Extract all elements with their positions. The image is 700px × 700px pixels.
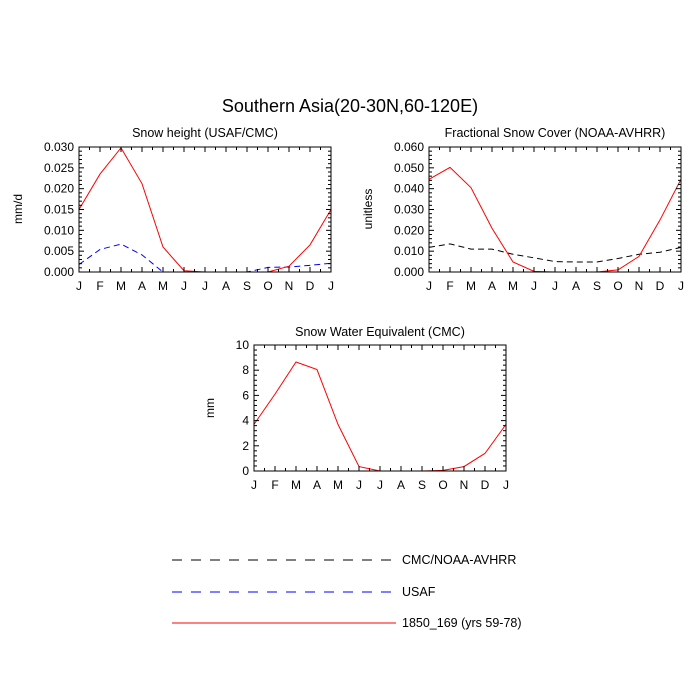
panel-title: Snow height (USAF/CMC) bbox=[132, 126, 278, 140]
x-tick-label: A bbox=[313, 478, 321, 492]
x-tick-label: M bbox=[508, 279, 518, 293]
y-axis-label: mm bbox=[203, 398, 217, 418]
y-axis-label: unitless bbox=[361, 189, 375, 230]
y-tick-label: 0.050 bbox=[394, 161, 424, 175]
x-tick-label: O bbox=[263, 279, 272, 293]
y-tick-label: 0.040 bbox=[394, 182, 424, 196]
y-tick-label: 0.020 bbox=[44, 182, 74, 196]
x-tick-label: J bbox=[328, 279, 334, 293]
x-tick-label: N bbox=[460, 478, 469, 492]
plot-frame bbox=[428, 146, 682, 273]
x-tick-label: J bbox=[251, 478, 257, 492]
x-tick-label: O bbox=[613, 279, 622, 293]
x-tick-label: S bbox=[593, 279, 601, 293]
x-tick-label: F bbox=[96, 279, 103, 293]
plot-frame bbox=[253, 344, 507, 472]
series-line-1 bbox=[428, 166, 682, 273]
plot-frame bbox=[78, 146, 332, 273]
y-axis-label: mm/d bbox=[11, 194, 25, 224]
y-tick-label: 0.005 bbox=[44, 244, 74, 258]
x-tick-label: J bbox=[76, 279, 82, 293]
x-tick-label: J bbox=[377, 478, 383, 492]
x-tick-label: A bbox=[397, 478, 405, 492]
x-tick-label: A bbox=[138, 279, 146, 293]
x-tick-label: D bbox=[656, 279, 665, 293]
y-tick-label: 4 bbox=[242, 414, 249, 428]
x-tick-label: A bbox=[572, 279, 580, 293]
x-tick-label: D bbox=[481, 478, 490, 492]
series-line-1 bbox=[253, 361, 507, 472]
x-tick-label: S bbox=[418, 478, 426, 492]
panel-title: Snow Water Equivalent (CMC) bbox=[295, 325, 465, 339]
y-tick-label: 8 bbox=[242, 363, 249, 377]
y-tick-label: 6 bbox=[242, 388, 249, 402]
x-tick-label: J bbox=[426, 279, 432, 293]
y-tick-label: 10 bbox=[236, 338, 250, 352]
x-tick-label: N bbox=[635, 279, 644, 293]
y-tick-label: 0.010 bbox=[394, 244, 424, 258]
x-tick-label: J bbox=[678, 279, 684, 293]
y-tick-label: 0.030 bbox=[44, 140, 74, 154]
legend-item: CMC/NOAA-AVHRR bbox=[172, 553, 516, 567]
y-tick-label: 0.025 bbox=[44, 161, 74, 175]
series-line-0 bbox=[428, 243, 682, 263]
x-tick-label: M bbox=[158, 279, 168, 293]
legend-label: USAF bbox=[402, 585, 436, 599]
x-tick-label: J bbox=[531, 279, 537, 293]
y-tick-label: 2 bbox=[242, 439, 249, 453]
y-tick-label: 0.015 bbox=[44, 203, 74, 217]
x-tick-label: F bbox=[446, 279, 453, 293]
x-tick-label: M bbox=[466, 279, 476, 293]
x-tick-label: M bbox=[116, 279, 126, 293]
x-tick-label: J bbox=[181, 279, 187, 293]
y-tick-label: 0.000 bbox=[394, 265, 424, 279]
panel-fractional-snow-cover: Fractional Snow Cover (NOAA-AVHRR) unitl… bbox=[361, 126, 684, 293]
y-tick-label: 0 bbox=[242, 464, 249, 478]
legend-item: 1850_169 (yrs 59-78) bbox=[172, 616, 522, 630]
x-tick-label: J bbox=[356, 478, 362, 492]
x-tick-label: D bbox=[306, 279, 315, 293]
x-tick-label: A bbox=[222, 279, 230, 293]
legend-label: 1850_169 (yrs 59-78) bbox=[402, 616, 522, 630]
y-tick-label: 0.000 bbox=[44, 265, 74, 279]
figure-title: Southern Asia(20-30N,60-120E) bbox=[222, 96, 478, 116]
legend: CMC/NOAA-AVHRR USAF 1850_169 (yrs 59-78) bbox=[172, 553, 522, 630]
x-tick-label: O bbox=[438, 478, 447, 492]
y-tick-label: 0.060 bbox=[394, 140, 424, 154]
series-line-2 bbox=[78, 146, 332, 273]
y-tick-label: 0.020 bbox=[394, 223, 424, 237]
x-tick-label: S bbox=[243, 279, 251, 293]
x-tick-label: J bbox=[552, 279, 558, 293]
x-tick-label: N bbox=[285, 279, 294, 293]
x-tick-label: M bbox=[291, 478, 301, 492]
x-tick-label: A bbox=[488, 279, 496, 293]
x-tick-label: J bbox=[202, 279, 208, 293]
legend-item: USAF bbox=[172, 585, 436, 599]
x-tick-label: F bbox=[271, 478, 278, 492]
x-tick-label: M bbox=[333, 478, 343, 492]
legend-label: CMC/NOAA-AVHRR bbox=[402, 553, 516, 567]
x-tick-label: J bbox=[503, 478, 509, 492]
panel-title: Fractional Snow Cover (NOAA-AVHRR) bbox=[445, 126, 666, 140]
y-tick-label: 0.010 bbox=[44, 223, 74, 237]
y-tick-label: 0.030 bbox=[394, 203, 424, 217]
